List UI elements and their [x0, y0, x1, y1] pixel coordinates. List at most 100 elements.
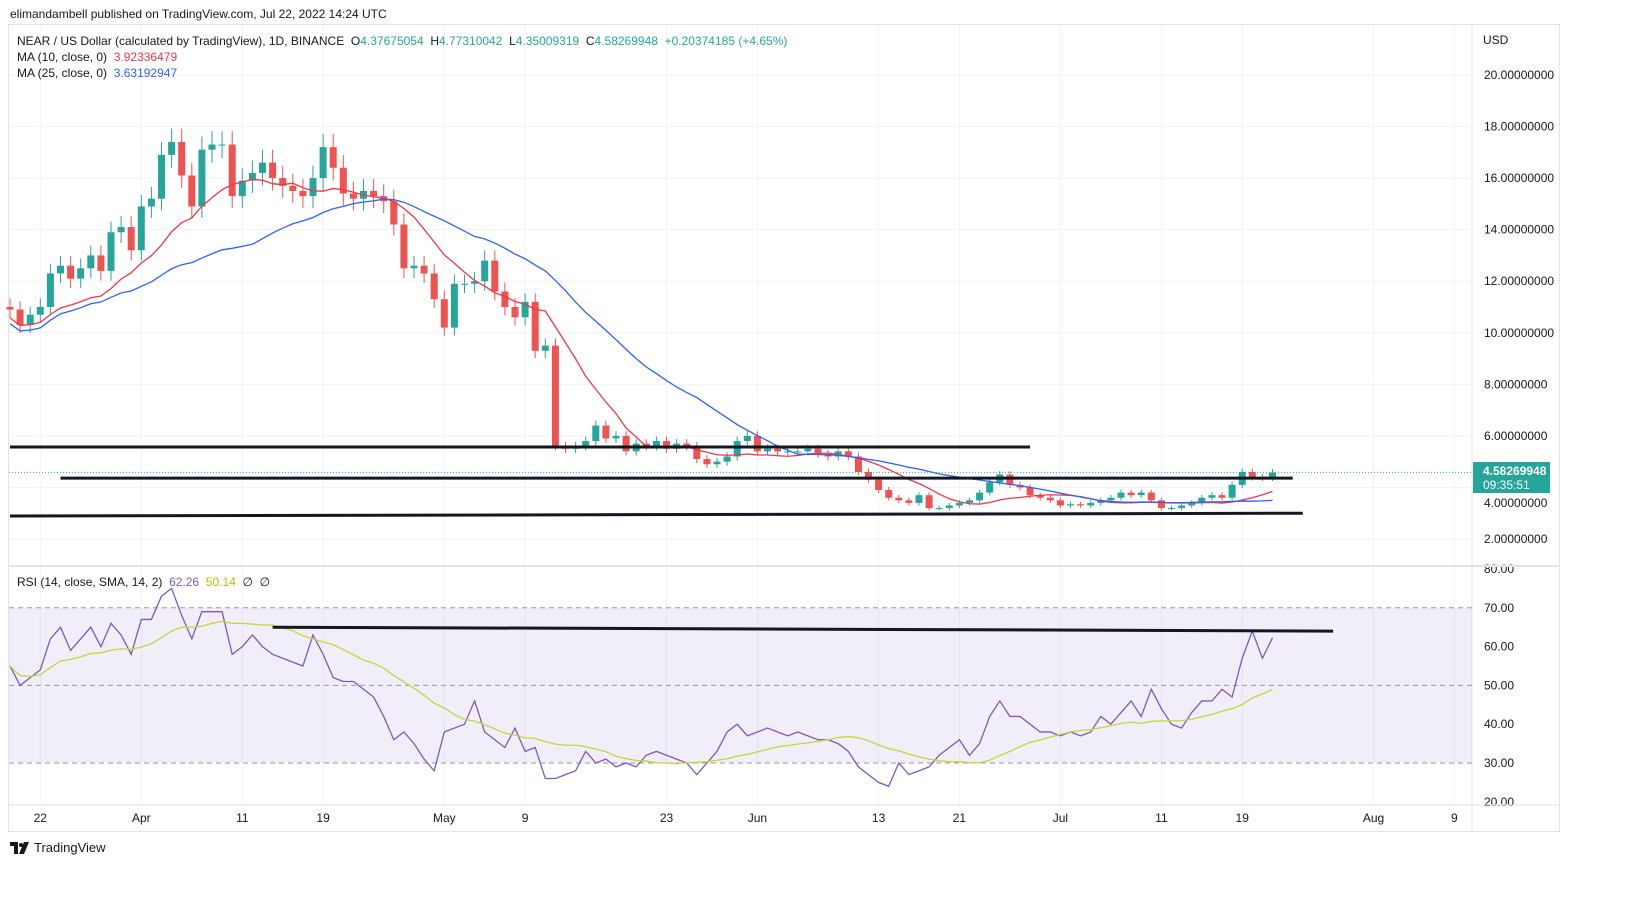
candle-body [339, 167, 347, 194]
candle-body [491, 260, 499, 292]
candle-body [602, 425, 610, 439]
candle-body [57, 265, 64, 274]
candle-body [875, 479, 883, 491]
high-value: 4.77310042 [439, 34, 503, 48]
date-tick-label: Jun [748, 811, 767, 825]
candle-body [158, 154, 165, 199]
ma10-legend[interactable]: MA (10, close, 0) 3.92336479 [17, 49, 787, 65]
ma25-legend[interactable]: MA (25, close, 0) 3.63192947 [17, 65, 787, 81]
candle-body [1117, 492, 1125, 498]
candle-body [945, 505, 953, 509]
price-tick-label: 16.00000000 [1484, 171, 1554, 185]
change-value: +0.20374185 (+4.65%) [664, 34, 788, 48]
candle-body [541, 345, 549, 351]
candle-body [1218, 495, 1226, 498]
candle-body [1127, 492, 1135, 496]
candle-body [420, 265, 428, 274]
support-trendline[interactable] [9, 511, 1303, 518]
rsi-legend[interactable]: RSI (14, close, SMA, 14, 2) 62.26 50.14 … [17, 575, 270, 589]
candle-body [1067, 504, 1074, 506]
candle-body [208, 144, 216, 150]
candle-body [26, 314, 34, 326]
open-label: O [350, 34, 361, 48]
close-value: 4.58269948 [594, 34, 658, 48]
candle-body [531, 301, 539, 351]
tradingview-logo[interactable]: TradingView [10, 840, 106, 855]
tradingview-logo-icon [10, 841, 29, 854]
candle-body [794, 451, 802, 453]
candle-body [844, 451, 852, 457]
candle-body [1107, 497, 1115, 501]
candle-body [612, 435, 620, 439]
bar-countdown: 09:35:51 [1483, 478, 1530, 492]
candle-body [370, 190, 378, 197]
candle-body [67, 265, 75, 279]
rsi-tick-label: 20.00 [1484, 795, 1514, 809]
rsi-trendline[interactable] [272, 625, 1334, 633]
candle-body [521, 301, 529, 318]
price-tick-label: 12.00000000 [1484, 274, 1554, 288]
candle-body [905, 500, 913, 503]
candle-body [713, 461, 721, 465]
candle-body [703, 459, 711, 465]
candle-body [1208, 495, 1216, 498]
candle-body [925, 495, 933, 509]
price-tick-label: 2.00000000 [1484, 532, 1548, 546]
candle-body [1147, 492, 1155, 501]
candle-body [329, 147, 337, 168]
ma10-line [9, 178, 1273, 505]
open-value: 4.37675054 [360, 34, 424, 48]
candle-body [592, 425, 600, 442]
rsi-tick-label: 60.00 [1484, 640, 1514, 654]
candle-body [390, 201, 398, 225]
candle-body [764, 448, 771, 452]
candle-body [733, 441, 741, 457]
currency-label[interactable]: USD [1483, 33, 1509, 47]
price-tick-label: 10.00000000 [1484, 326, 1554, 340]
candle-body [652, 441, 660, 447]
price-tick-label: 14.00000000 [1484, 223, 1554, 237]
price-tick-label: 6.00000000 [1484, 429, 1548, 443]
candle-body [127, 227, 135, 251]
candle-body [885, 490, 893, 498]
date-tick-label: Jul [1053, 811, 1068, 825]
candle-body [1168, 508, 1175, 510]
ma25-line [9, 198, 1273, 504]
candle-body [279, 178, 287, 186]
legend: NEAR / US Dollar (calculated by TradingV… [17, 33, 787, 81]
last-price-tag: 4.58269948 09:35:51 [1473, 462, 1550, 493]
candle-body [238, 180, 246, 197]
candle-body [188, 175, 196, 207]
candle-body [36, 306, 44, 315]
candle-body [1036, 495, 1044, 498]
candle-body [168, 141, 176, 155]
date-tick-label: 22 [34, 811, 48, 825]
candle-body [16, 309, 24, 326]
date-tick-label: 9 [522, 811, 529, 825]
publish-info: elimandambell published on TradingView.c… [10, 7, 387, 21]
candle-body [269, 162, 277, 179]
ma25-label: MA (25, close, 0) [17, 66, 108, 80]
candle-body [814, 448, 822, 454]
candle-body [501, 291, 509, 307]
candle-body [178, 141, 186, 176]
candle-body [430, 273, 438, 300]
candle-body [582, 441, 590, 447]
candle-body [895, 497, 903, 501]
date-tick-label: May [433, 811, 456, 825]
candle-body [804, 448, 812, 452]
candle-body [471, 281, 479, 284]
price-tick-label: 8.00000000 [1484, 377, 1548, 391]
candle-body [309, 178, 317, 197]
rsi-tick-label: 30.00 [1484, 756, 1514, 770]
candle-body [1178, 505, 1186, 509]
candle-body [683, 443, 691, 447]
candle-body [854, 456, 862, 472]
candle-body [248, 172, 256, 181]
symbol-title[interactable]: NEAR / US Dollar (calculated by TradingV… [17, 34, 345, 48]
date-tick-label: Aug [1363, 811, 1384, 825]
rsi-sma-value: 50.14 [205, 575, 236, 589]
tradingview-brand: TradingView [34, 840, 106, 855]
candle-body [137, 206, 145, 251]
